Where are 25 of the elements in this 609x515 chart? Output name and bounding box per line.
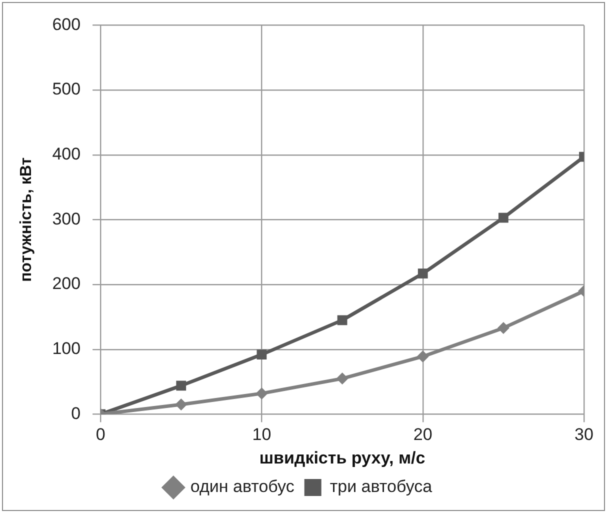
x-tick-label: 10 <box>252 425 272 444</box>
point <box>418 268 428 278</box>
point <box>256 350 267 360</box>
y-axis-title: потужність, кВт <box>18 157 36 282</box>
x-axis-title: швидкість руху, м/с <box>259 448 426 468</box>
point <box>175 398 188 410</box>
point <box>497 322 510 334</box>
y-tick-label: 300 <box>52 209 81 228</box>
x-tick-label: 0 <box>96 425 106 444</box>
x-tick-label: 20 <box>413 425 432 444</box>
point <box>336 372 348 385</box>
point <box>256 387 268 400</box>
legend-label: три автобуса <box>330 477 433 496</box>
point <box>176 380 186 391</box>
y-tick-label: 400 <box>52 144 81 164</box>
legend-label: один автобус <box>190 477 295 496</box>
y-tick-label: 100 <box>52 339 81 358</box>
point <box>337 315 348 326</box>
point <box>498 212 508 223</box>
point <box>416 350 429 362</box>
x-tick-label: 30 <box>574 425 594 444</box>
y-tick-label: 600 <box>52 14 81 34</box>
y-tick-label: 0 <box>71 404 81 423</box>
y-tick-label: 500 <box>52 80 81 99</box>
y-tick-label: 200 <box>52 274 81 294</box>
